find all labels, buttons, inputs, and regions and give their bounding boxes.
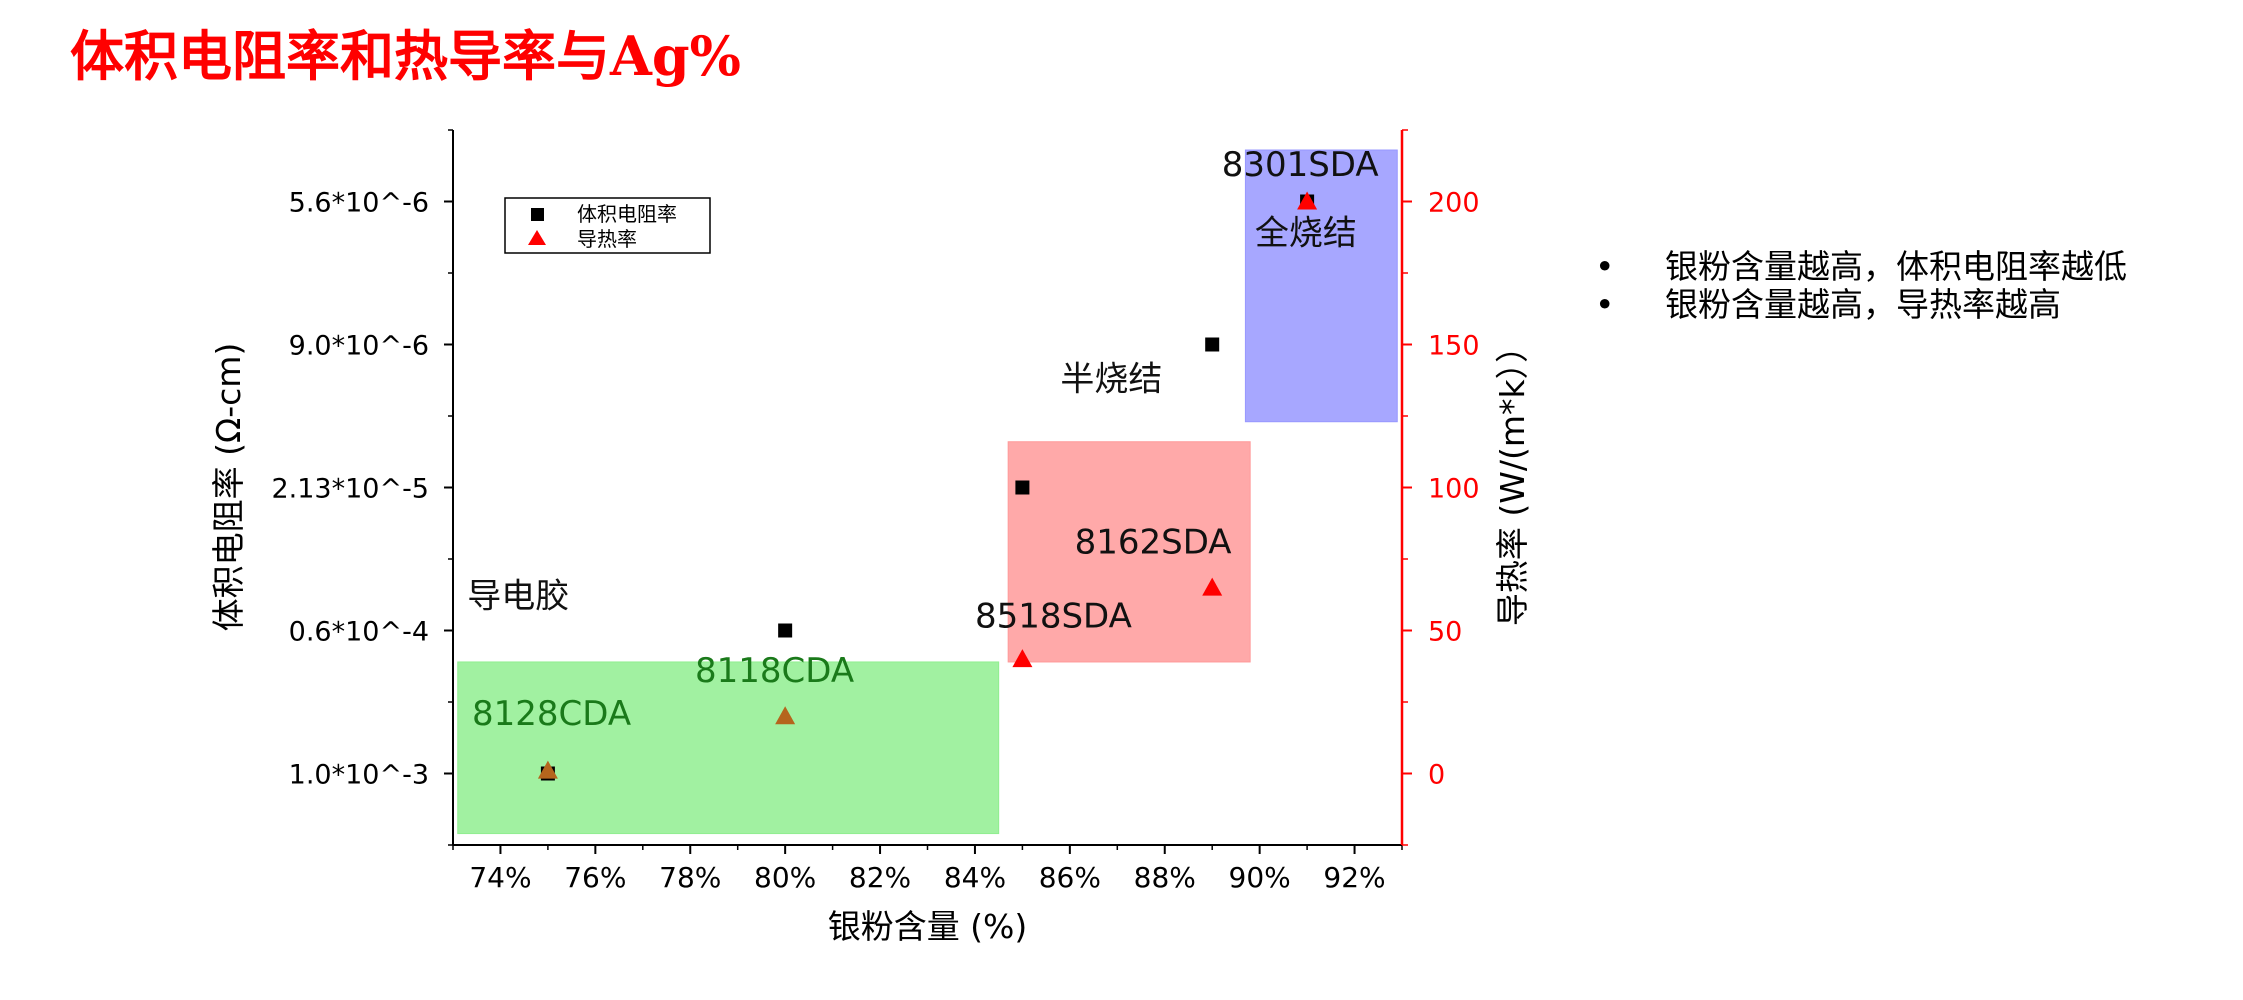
thermal-conductivity-point <box>775 706 796 725</box>
y-right-axis-title: 导热率 (W/(m*k）） <box>1493 330 1532 626</box>
x-tick-label: 78% <box>659 861 721 894</box>
bullet-list: • 银粉含量越高，体积电阻率越低 • 银粉含量越高，导热率越高 <box>1585 248 2127 324</box>
thermal-conductivity-point <box>1297 191 1318 210</box>
y-right-tick-label: 0 <box>1428 760 1445 791</box>
region-box <box>457 661 1000 835</box>
thermal-conductivity-point <box>537 760 558 779</box>
bullet-item: • 银粉含量越高，导热率越高 <box>1585 286 2127 324</box>
y-right-tick-label: 200 <box>1428 188 1480 219</box>
chart-annotation: 8518SDA <box>975 597 1132 637</box>
bullet-dot-icon: • <box>1595 247 1615 286</box>
x-tick-label: 88% <box>1134 861 1196 894</box>
legend-triangle-icon <box>528 230 546 245</box>
y-left-tick-label: 0.6*10^-4 <box>289 617 429 648</box>
chart-annotation: 8301SDA <box>1222 145 1379 185</box>
x-axis-title: 银粉含量 (%) <box>828 907 1028 946</box>
region-box <box>1244 149 1398 423</box>
chart-annotation: 8128CDA <box>472 694 631 734</box>
chart-annotation: 8118CDA <box>695 651 854 691</box>
y-left-tick-label: 1.0*10^-3 <box>289 760 429 791</box>
resistivity-point <box>1015 480 1030 495</box>
x-tick-label: 86% <box>1039 861 1101 894</box>
thermal-conductivity-point <box>1202 577 1223 596</box>
legend-square-icon <box>531 208 544 221</box>
y-left-tick-label: 2.13*10^-5 <box>271 474 429 505</box>
y-left-tick-label: 9.0*10^-6 <box>289 331 429 362</box>
x-tick-label: 80% <box>754 861 816 894</box>
thermal-conductivity-point <box>1012 649 1033 668</box>
y-left-tick-label: 5.6*10^-6 <box>289 188 429 219</box>
x-tick-label: 82% <box>849 861 911 894</box>
x-tick-label: 84% <box>944 861 1006 894</box>
slide-title: 体积电阻率和热导率与Ag% <box>70 24 741 88</box>
x-tick-label: 92% <box>1323 861 1385 894</box>
resistivity-point <box>1205 337 1220 352</box>
y-right-tick-label: 150 <box>1428 331 1480 362</box>
bullet-dot-icon: • <box>1595 285 1615 324</box>
legend-label: 体积电阻率 <box>577 202 677 226</box>
y-left-axis-title: 体积电阻率 (Ω-cm) <box>209 343 248 632</box>
chart-annotation: 全烧结 <box>1255 213 1357 253</box>
x-tick-label: 76% <box>564 861 626 894</box>
bullet-item: • 银粉含量越高，体积电阻率越低 <box>1585 248 2127 286</box>
chart-annotation: 半烧结 <box>1060 359 1162 399</box>
bullet-text: 银粉含量越高，导热率越高 <box>1665 285 2061 324</box>
chart-annotation: 导电胶 <box>467 577 569 617</box>
bullet-text: 银粉含量越高，体积电阻率越低 <box>1665 247 2127 286</box>
legend-label: 导热率 <box>577 227 637 251</box>
resistivity-point <box>778 623 793 638</box>
region-box <box>1007 441 1251 663</box>
y-right-tick-label: 50 <box>1428 617 1462 648</box>
y-right-tick-label: 100 <box>1428 474 1480 505</box>
x-tick-label: 74% <box>469 861 531 894</box>
chart-annotation: 8162SDA <box>1075 522 1232 562</box>
x-tick-label: 90% <box>1229 861 1291 894</box>
